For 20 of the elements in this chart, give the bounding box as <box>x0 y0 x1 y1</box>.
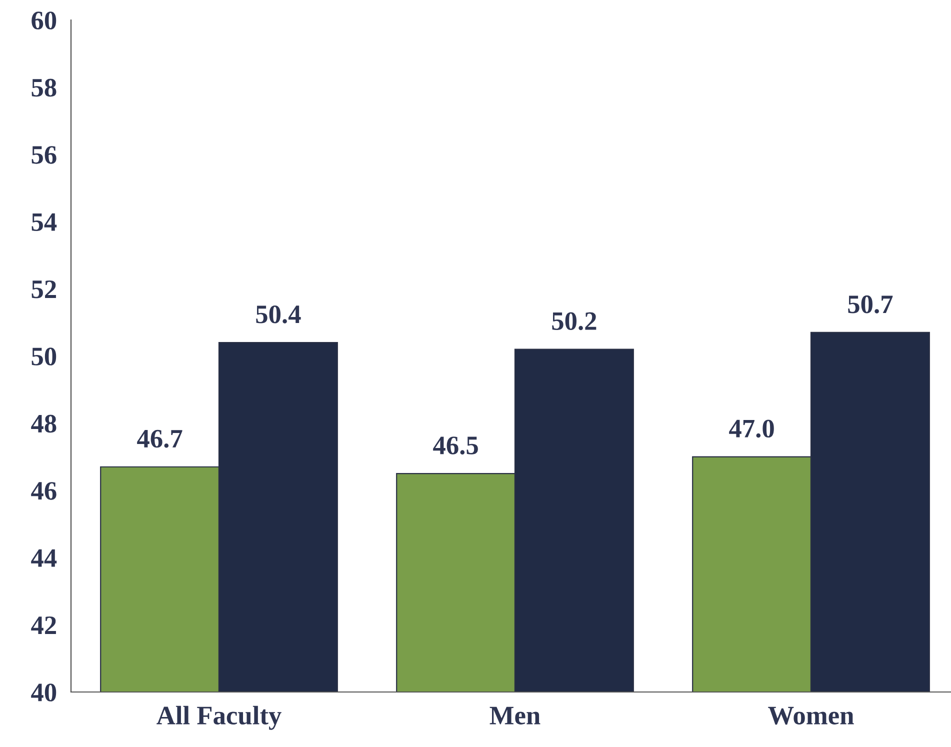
y-tick-label: 60 <box>32 12 56 30</box>
data-label: 50.7 <box>848 295 893 314</box>
data-label: 46.5 <box>433 436 478 454</box>
y-tick-label: 42 <box>31 616 56 634</box>
y-tick-label: 48 <box>31 414 56 433</box>
data-label: 50.2 <box>552 312 596 330</box>
data-label: 50.4 <box>256 306 301 324</box>
y-tick-label: 40 <box>31 684 56 702</box>
y-tick-label: 56 <box>32 146 56 164</box>
data-label: 47.0 <box>729 420 774 438</box>
y-tick-label: 58 <box>32 78 56 97</box>
x-tick-label: Men <box>490 706 540 724</box>
y-tick-label: 46 <box>31 482 56 500</box>
y-tick-label: 44 <box>31 549 57 567</box>
data-label: 46.7 <box>137 430 182 448</box>
y-tick-label: 50 <box>32 348 56 366</box>
y-tick-label: 54 <box>32 213 57 232</box>
x-tick-label: Women <box>768 706 854 725</box>
x-tick-label: All Faculty <box>156 706 282 730</box>
y-tick-label: 52 <box>32 280 56 298</box>
